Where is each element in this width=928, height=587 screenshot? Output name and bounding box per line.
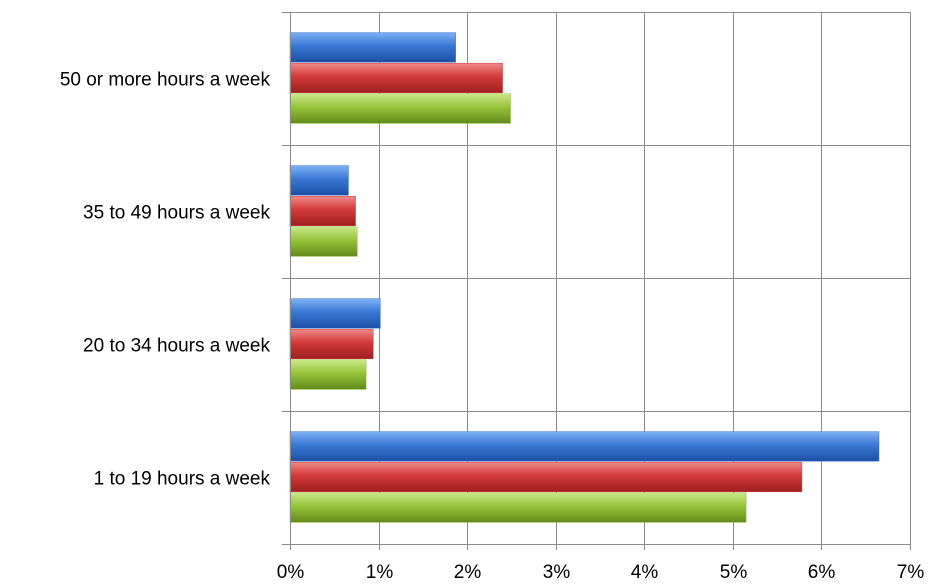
- category-label: 1 to 19 hours a week: [94, 469, 271, 490]
- bar-3-2: [289, 492, 747, 523]
- x-tick-label: 2%: [454, 562, 482, 583]
- bar-1-2: [289, 226, 358, 257]
- bar-3-0: [289, 431, 880, 462]
- bar-3-1: [289, 461, 803, 493]
- bar-1-0: [289, 165, 349, 196]
- bar-0-0: [289, 32, 456, 63]
- x-tick-label: 0%: [277, 562, 305, 583]
- x-tick-label: 3%: [543, 562, 571, 583]
- bar-2-2: [289, 359, 367, 390]
- bar-0-1: [289, 62, 503, 94]
- bars: [289, 32, 880, 523]
- x-tick-label: 5%: [720, 562, 748, 583]
- category-label: 50 or more hours a week: [60, 70, 271, 91]
- labels: 0% 1% 2% 3% 4% 5% 6% 7% 50 or more hours a week 3…: [60, 70, 925, 584]
- x-tick-label: 6%: [808, 562, 836, 583]
- x-tick-label: 7%: [897, 562, 925, 583]
- axes: [282, 12, 911, 550]
- category-label: 20 to 34 hours a week: [83, 336, 270, 357]
- category-label: 35 to 49 hours a week: [83, 203, 270, 224]
- bar-1-1: [289, 195, 356, 227]
- x-tick-label: 4%: [631, 562, 659, 583]
- x-tick-label: 1%: [366, 562, 394, 583]
- bar-0-2: [289, 93, 511, 124]
- bar-2-1: [289, 328, 374, 360]
- bar-2-0: [289, 298, 381, 329]
